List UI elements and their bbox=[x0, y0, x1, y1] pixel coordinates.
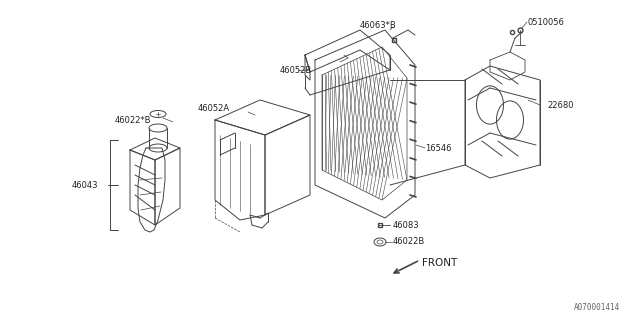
Text: A070001414: A070001414 bbox=[573, 303, 620, 312]
Text: 46022B: 46022B bbox=[393, 237, 425, 246]
Text: 46043: 46043 bbox=[72, 180, 99, 189]
Text: 0510056: 0510056 bbox=[528, 18, 565, 27]
Text: 22680: 22680 bbox=[547, 100, 573, 109]
Text: FRONT: FRONT bbox=[422, 258, 457, 268]
Text: 46022*B: 46022*B bbox=[115, 116, 152, 124]
Text: 46052A: 46052A bbox=[198, 103, 230, 113]
Text: 16546: 16546 bbox=[425, 143, 451, 153]
Text: 46083: 46083 bbox=[393, 220, 420, 229]
Text: 46063*B: 46063*B bbox=[360, 20, 397, 29]
Text: 46052B: 46052B bbox=[280, 66, 312, 75]
